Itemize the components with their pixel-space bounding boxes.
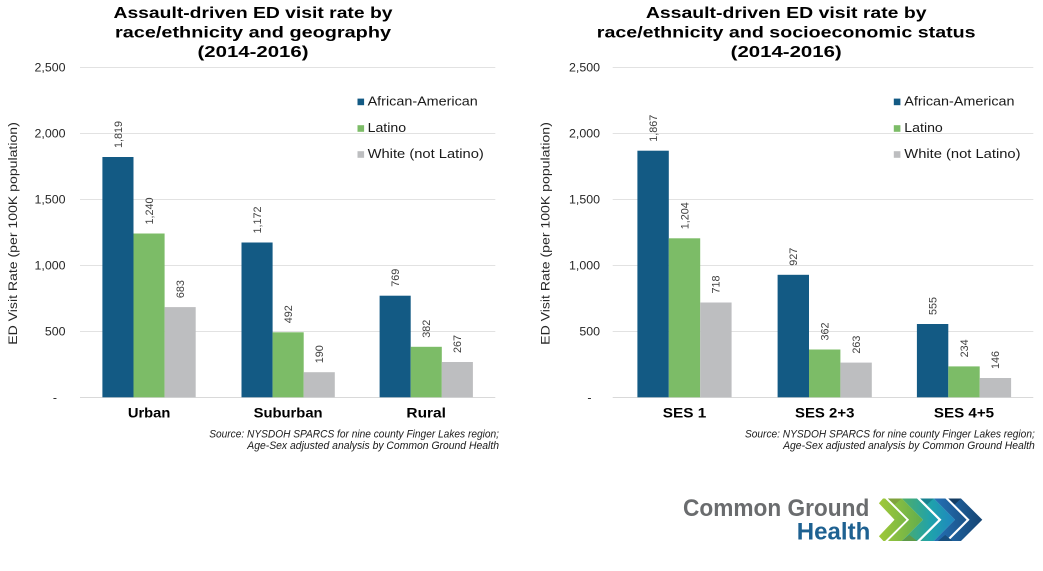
- svg-text:1,000: 1,000: [34, 259, 65, 273]
- svg-text:927: 927: [788, 248, 800, 266]
- svg-text:Age-Sex adjusted analysis by C: Age-Sex adjusted analysis by Common Grou…: [782, 440, 1035, 452]
- svg-text:500: 500: [45, 325, 66, 339]
- svg-text:1,000: 1,000: [569, 259, 600, 273]
- svg-text:718: 718: [711, 275, 723, 293]
- svg-text:White (not Latino): White (not Latino): [904, 146, 1020, 161]
- svg-text:Common Ground: Common Ground: [683, 495, 869, 522]
- svg-text:1,500: 1,500: [569, 193, 600, 207]
- svg-text:Health: Health: [797, 518, 871, 545]
- svg-text:1,500: 1,500: [34, 193, 65, 207]
- svg-text:Rural: Rural: [406, 406, 446, 421]
- svg-text:2,000: 2,000: [569, 126, 600, 140]
- svg-text:Assault-driven ED visit rate b: Assault-driven ED visit rate by: [114, 5, 393, 22]
- svg-text:683: 683: [175, 280, 187, 298]
- svg-text:2,000: 2,000: [34, 126, 65, 140]
- svg-text:Latino: Latino: [368, 120, 407, 135]
- svg-text:263: 263: [851, 336, 863, 354]
- svg-text:Source: NYSDOH SPARCS for nine: Source: NYSDOH SPARCS for nine county Fi…: [209, 429, 499, 441]
- svg-text:(2014-2016): (2014-2016): [731, 44, 842, 61]
- svg-text:1,867: 1,867: [648, 115, 660, 142]
- svg-text:SES 1: SES 1: [663, 406, 707, 421]
- svg-text:Age-Sex adjusted analysis by C: Age-Sex adjusted analysis by Common Grou…: [246, 440, 499, 452]
- svg-text:2,500: 2,500: [34, 60, 65, 74]
- svg-text:Latino: Latino: [904, 120, 943, 135]
- svg-text:492: 492: [283, 305, 295, 323]
- svg-text:White (not Latino): White (not Latino): [368, 146, 484, 161]
- svg-text:-: -: [587, 391, 591, 405]
- svg-text:Assault-driven ED visit rate b: Assault-driven ED visit rate by: [646, 5, 927, 22]
- svg-text:555: 555: [927, 297, 939, 315]
- svg-text:1,240: 1,240: [144, 197, 156, 224]
- svg-text:Suburban: Suburban: [254, 406, 323, 421]
- svg-text:SES 4+5: SES 4+5: [934, 406, 995, 421]
- svg-text:ED Visit Rate (per 100K popula: ED Visit Rate (per 100K population): [539, 122, 553, 345]
- svg-text:382: 382: [421, 320, 433, 338]
- svg-text:2,500: 2,500: [569, 60, 600, 74]
- svg-text:ED Visit Rate (per 100K popula: ED Visit Rate (per 100K population): [6, 122, 20, 345]
- svg-text:234: 234: [959, 339, 971, 357]
- svg-text:-: -: [53, 391, 57, 405]
- svg-text:African-American: African-American: [904, 94, 1014, 109]
- svg-text:1,172: 1,172: [252, 206, 264, 233]
- svg-text:500: 500: [579, 325, 600, 339]
- svg-text:1,204: 1,204: [679, 202, 691, 229]
- svg-text:769: 769: [390, 269, 402, 287]
- svg-text:267: 267: [452, 335, 464, 353]
- svg-text:SES 2+3: SES 2+3: [795, 406, 855, 421]
- svg-text:Urban: Urban: [128, 406, 171, 421]
- svg-text:1,819: 1,819: [113, 121, 125, 148]
- svg-text:African-American: African-American: [368, 94, 478, 109]
- svg-text:Source: NYSDOH SPARCS for nine: Source: NYSDOH SPARCS for nine county Fi…: [745, 429, 1035, 441]
- svg-text:race/ethnicity and socioeconom: race/ethnicity and socioeconomic status: [597, 24, 976, 41]
- svg-text:race/ethnicity and geography: race/ethnicity and geography: [115, 24, 391, 41]
- svg-text:362: 362: [820, 322, 832, 340]
- svg-text:146: 146: [990, 351, 1002, 369]
- svg-text:(2014-2016): (2014-2016): [198, 44, 309, 61]
- svg-text:190: 190: [314, 345, 326, 363]
